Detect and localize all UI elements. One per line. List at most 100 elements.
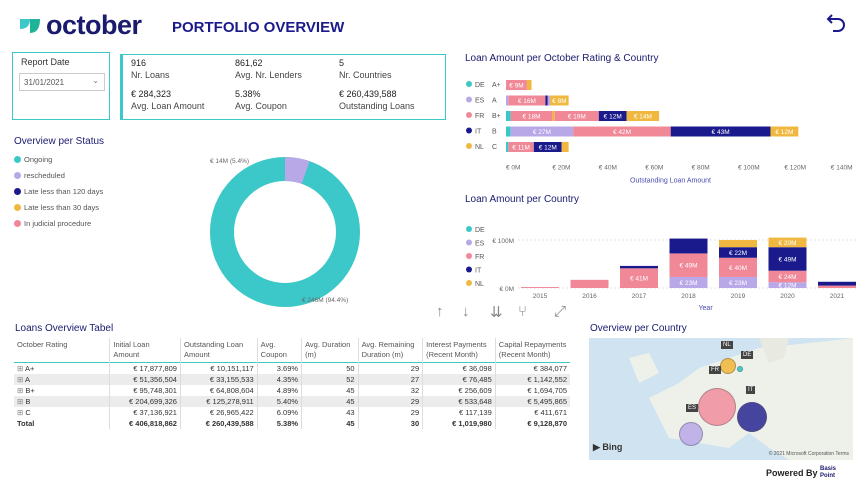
table-row[interactable]: ⊞ B+ € 95,748,301 € 64,808,604 4.89% 45 32 € 2… [14, 384, 570, 396]
x-tick-label: € 120M [784, 165, 806, 172]
bar-data-label: € 49M [778, 256, 796, 263]
bar-segment[interactable] [506, 80, 527, 90]
bar-segment[interactable] [545, 95, 548, 106]
table-row[interactable]: ⊞ B € 204,699,326 € 125,278,911 5.40% 45 29 € … [14, 395, 570, 407]
bar-segment[interactable] [521, 287, 559, 288]
legend-label-es[interactable]: ES [475, 241, 485, 248]
bar-segment[interactable] [719, 276, 757, 288]
value-cell: € 1,694,705 [494, 384, 570, 396]
col-header[interactable]: Avg. Coupon [256, 338, 302, 363]
legend-item[interactable]: Ongoing [14, 151, 103, 167]
col-header[interactable]: Avg. Duration (m) [301, 338, 359, 363]
expand-icon[interactable]: ⊞ [17, 363, 25, 373]
legend-item[interactable]: rescheduled [14, 167, 103, 183]
kpi-avg-lenders: 861,62 Avg. Nr. Lenders [235, 58, 302, 80]
bar-segment[interactable] [818, 281, 856, 286]
bar-segment[interactable] [768, 247, 807, 271]
bar-segment[interactable] [719, 240, 757, 248]
bar-segment[interactable] [670, 126, 771, 137]
col-header[interactable]: Interest Payments (Recent Month) [422, 338, 496, 363]
expand-icon[interactable]: ⊞ [17, 407, 26, 417]
legend-label-nl[interactable]: NL [475, 281, 484, 288]
bar-segment[interactable] [598, 111, 627, 121]
bubble-de[interactable] [737, 366, 743, 372]
bar-segment[interactable] [506, 126, 511, 137]
drill-up-icon[interactable]: ↑ [436, 303, 444, 320]
map-label-nl: NL [721, 341, 733, 349]
bar-segment[interactable] [561, 142, 569, 152]
legend-label-nl[interactable]: NL [475, 144, 484, 151]
bar-segment[interactable] [526, 80, 532, 90]
bar-segment[interactable] [570, 279, 609, 288]
bar-segment[interactable] [818, 285, 856, 288]
bar-segment[interactable] [719, 247, 757, 258]
legend-item[interactable]: In judicial procedure [14, 215, 103, 231]
legend-label-it[interactable]: IT [475, 268, 482, 275]
bar-segment[interactable] [620, 265, 658, 269]
bar-segment[interactable] [506, 111, 511, 121]
bar-segment[interactable] [510, 111, 553, 121]
legend-label-it[interactable]: IT [475, 129, 482, 136]
bubble-nl[interactable] [720, 358, 736, 374]
focus-mode-icon[interactable]: ⤢ [554, 303, 567, 320]
bar-segment[interactable] [770, 126, 799, 137]
col-header[interactable]: Outstanding Loan Amount [179, 338, 258, 363]
value-cell: 29 [357, 395, 423, 407]
total-row[interactable]: Total € 406,818,862 € 260,439,588 5.38% 45 30… [14, 417, 570, 429]
report-date-dropdown[interactable]: 31/01/2021 ⌄ [19, 73, 105, 91]
legend-label-de[interactable]: DE [475, 227, 485, 234]
expand-all-icon[interactable]: ⑂ [518, 303, 528, 320]
map-attribution[interactable]: © 2021 Microsoft Corporation Terms [768, 451, 849, 457]
value-cell: 43 [301, 406, 359, 418]
col-header[interactable]: Capital Repayments (Recent Month) [494, 338, 570, 363]
expand-icon[interactable]: ⊞ [17, 385, 26, 395]
table-row[interactable]: ⊞ A € 51,356,504 € 33,155,533 4.35% 52 27 € 76… [14, 373, 570, 385]
bar-segment[interactable] [506, 142, 509, 152]
legend-item[interactable]: Late less than 120 days [14, 183, 103, 199]
legend-item[interactable]: Late less than 30 days [14, 199, 103, 215]
bubble-it[interactable] [737, 402, 767, 432]
bubble-fr[interactable] [698, 388, 736, 426]
bar-segment[interactable] [508, 95, 546, 106]
expand-next-level-icon[interactable]: ⇊ [490, 304, 503, 321]
bar-segment[interactable] [768, 270, 807, 283]
bar-segment[interactable] [506, 95, 509, 106]
y-tick-label: A [492, 98, 497, 105]
donut-rescheduled[interactable] [210, 157, 360, 307]
bar-segment[interactable] [550, 95, 569, 106]
legend-label-fr[interactable]: FR [475, 113, 484, 120]
bar-segment[interactable] [669, 276, 708, 288]
bar-segment[interactable] [510, 126, 574, 137]
table-row[interactable]: ⊞ A+ € 17,877,809 € 10,151,117 3.69% 50 29 € 3… [14, 362, 570, 374]
table-row[interactable]: ⊞ C € 37,136,921 € 26,965,422 6.09% 43 29 € 11… [14, 406, 570, 418]
legend-label-de[interactable]: DE [475, 82, 485, 89]
bar-segment[interactable] [669, 238, 708, 254]
expand-icon[interactable]: ⊞ [17, 396, 26, 406]
bar-segment[interactable] [626, 111, 660, 121]
value-cell: € 204,699,326 [109, 395, 181, 407]
drill-down-icon[interactable]: ↓ [462, 303, 470, 320]
bubble-es[interactable] [679, 422, 703, 446]
country-map[interactable]: NL DE FR IT ES ▶ Bing © 2021 Microsoft C… [589, 338, 853, 460]
col-header[interactable]: October Rating [17, 340, 68, 349]
bar-segment[interactable] [533, 142, 562, 152]
value-cell: € 5,495,865 [494, 395, 570, 407]
expand-icon[interactable]: ⊞ [17, 374, 25, 384]
bar-segment[interactable] [620, 268, 658, 288]
bar-segment[interactable] [573, 126, 671, 137]
cell-text: C [25, 407, 31, 417]
legend-label-es[interactable]: ES [475, 98, 485, 105]
bar-segment[interactable] [719, 257, 757, 277]
bar-segment[interactable] [554, 111, 599, 121]
legend-label-fr[interactable]: FR [475, 254, 484, 261]
bar-segment[interactable] [547, 95, 551, 106]
col-header[interactable]: Avg. Remaining Duration (m) [357, 338, 423, 363]
bar-segment[interactable] [669, 253, 708, 277]
bar-segment[interactable] [552, 111, 555, 121]
back-arrow-icon[interactable] [824, 10, 848, 34]
bar-segment[interactable] [768, 282, 807, 288]
bar-segment[interactable] [768, 237, 807, 248]
col-header[interactable]: Initial Loan Amount [109, 338, 181, 363]
bar-segment[interactable] [508, 142, 534, 152]
donut-ongoing[interactable] [210, 157, 360, 307]
